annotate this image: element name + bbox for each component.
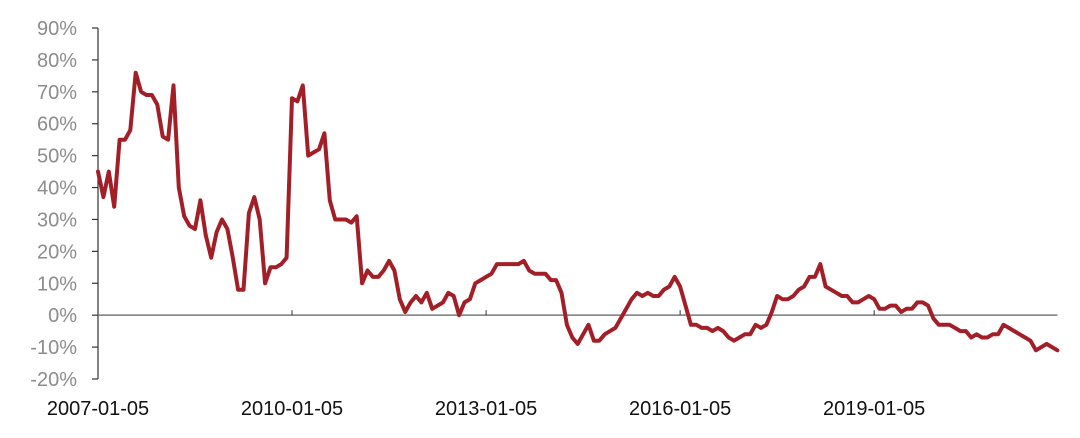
y-tick-label: -20%: [30, 369, 77, 391]
x-axis: 2007-01-05 2010-01-05 2013-01-05 2016-01-05…: [47, 310, 1058, 420]
y-tick-label: 70%: [37, 82, 77, 104]
x-tick-label: 2019-01-05: [823, 398, 925, 420]
x-tick-label: 2016-01-05: [629, 398, 731, 420]
y-tick-label: 30%: [37, 209, 77, 231]
x-tick-label: 2007-01-05: [47, 398, 149, 420]
x-tick-label: 2013-01-05: [435, 398, 537, 420]
y-tick-label: 90%: [37, 18, 77, 40]
y-axis: 90% 80% 70% 60% 50% 40% 30% 20% 10% 0% -10% -20%: [30, 18, 99, 391]
x-tick-label: 2010-01-05: [241, 398, 343, 420]
y-tick-label: 80%: [37, 50, 77, 72]
y-tick-label: -10%: [30, 337, 77, 359]
y-tick-label: 50%: [37, 146, 77, 168]
y-tick-label: 10%: [37, 273, 77, 295]
series-line: [96, 70, 1060, 353]
y-tick-label: 40%: [37, 178, 77, 200]
y-tick-label: 60%: [37, 114, 77, 136]
y-tick-label: 20%: [37, 241, 77, 263]
y-tick-label: 0%: [48, 305, 77, 327]
